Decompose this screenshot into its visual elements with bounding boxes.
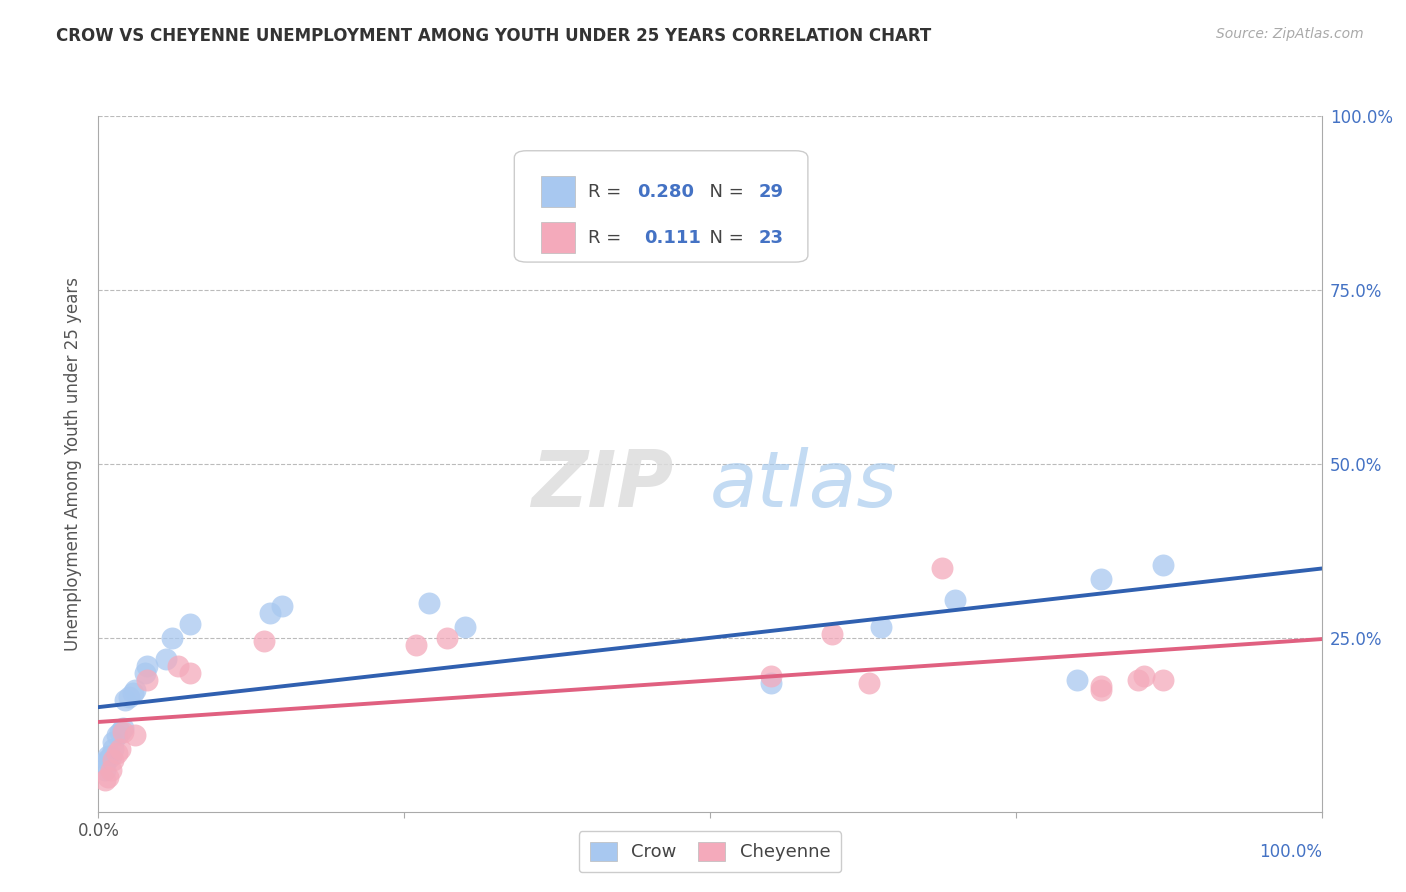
FancyBboxPatch shape — [541, 176, 575, 208]
Point — [155, 651, 177, 665]
Point — [101, 753, 124, 767]
Text: 29: 29 — [759, 183, 785, 201]
Point — [1152, 558, 1174, 572]
Point — [110, 724, 132, 739]
Point — [97, 749, 120, 764]
Point — [405, 638, 427, 652]
Text: Source: ZipAtlas.com: Source: ZipAtlas.com — [1216, 27, 1364, 41]
Point — [114, 693, 136, 707]
Text: 100.0%: 100.0% — [1258, 843, 1322, 861]
Point — [179, 665, 201, 680]
Point — [870, 620, 893, 634]
Point — [100, 749, 122, 764]
Point — [259, 607, 281, 621]
Point — [167, 658, 190, 673]
FancyBboxPatch shape — [515, 151, 808, 262]
Point — [101, 742, 124, 756]
Point — [136, 658, 159, 673]
Point — [1066, 673, 1088, 687]
Point — [101, 735, 124, 749]
Y-axis label: Unemployment Among Youth under 25 years: Unemployment Among Youth under 25 years — [65, 277, 83, 651]
FancyBboxPatch shape — [541, 222, 575, 253]
Point — [93, 773, 115, 788]
Text: R =: R = — [588, 228, 633, 246]
Point — [454, 620, 477, 634]
Point — [124, 728, 146, 742]
Point — [134, 665, 156, 680]
Point — [179, 616, 201, 631]
Legend: Crow, Cheyenne: Crow, Cheyenne — [579, 831, 841, 872]
Point — [418, 596, 440, 610]
Point — [105, 746, 128, 760]
Text: 0.111: 0.111 — [644, 228, 700, 246]
Point — [1152, 673, 1174, 687]
Point — [436, 631, 458, 645]
Point — [1128, 673, 1150, 687]
Text: N =: N = — [697, 228, 749, 246]
Point — [124, 683, 146, 698]
Point — [136, 673, 159, 687]
Text: atlas: atlas — [710, 447, 898, 523]
Point — [97, 770, 120, 784]
Point — [121, 686, 143, 700]
Point — [105, 728, 128, 742]
Text: ZIP: ZIP — [531, 447, 673, 523]
Text: 23: 23 — [759, 228, 785, 246]
Point — [1133, 669, 1156, 683]
Text: 0.280: 0.280 — [637, 183, 693, 201]
Point — [93, 763, 115, 777]
Point — [1090, 683, 1112, 698]
Point — [821, 627, 844, 641]
Point — [96, 753, 118, 767]
Point — [931, 561, 953, 575]
Point — [761, 676, 783, 690]
Point — [160, 631, 183, 645]
Point — [1090, 572, 1112, 586]
Text: N =: N = — [697, 183, 749, 201]
Point — [111, 721, 134, 735]
Point — [252, 634, 274, 648]
Point — [93, 756, 115, 770]
Point — [943, 592, 966, 607]
Text: R =: R = — [588, 183, 627, 201]
Point — [110, 742, 132, 756]
Point — [270, 599, 294, 614]
Point — [118, 690, 141, 704]
Text: CROW VS CHEYENNE UNEMPLOYMENT AMONG YOUTH UNDER 25 YEARS CORRELATION CHART: CROW VS CHEYENNE UNEMPLOYMENT AMONG YOUT… — [56, 27, 932, 45]
Point — [761, 669, 783, 683]
Point — [100, 763, 122, 777]
Point — [858, 676, 880, 690]
Point — [111, 724, 134, 739]
Point — [1090, 680, 1112, 694]
